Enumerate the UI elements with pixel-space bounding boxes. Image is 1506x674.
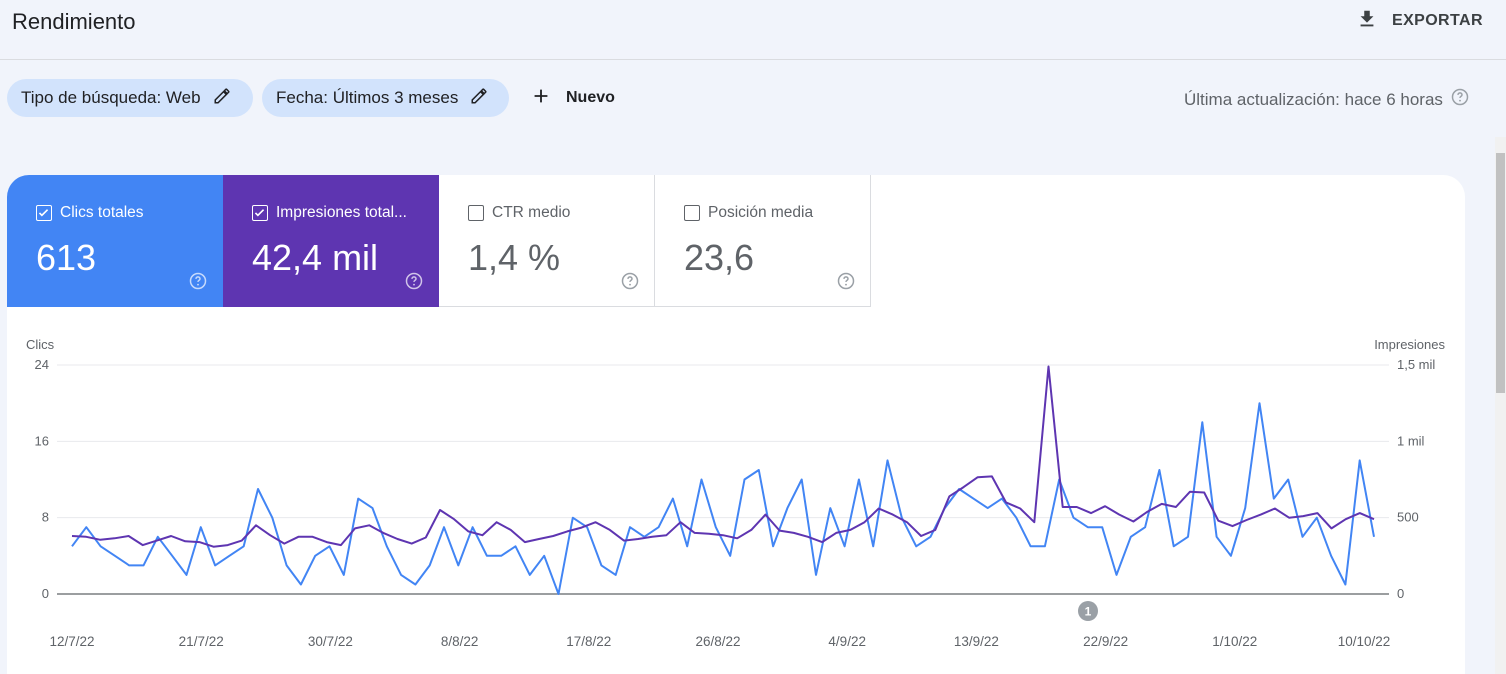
metric-value: 613 <box>36 237 97 278</box>
performance-chart: 24 1,5 mil 16 1 mil 8 500 0 0 Clics Impresiones 12… <box>7 335 1465 674</box>
filter-chip-label: Fecha: Últimos 3 meses <box>276 88 459 107</box>
last-update-text: Última actualización: hace 6 horas <box>1184 89 1443 109</box>
annotation-marker-label: 1 <box>1085 605 1092 619</box>
checkbox-unchecked-icon[interactable] <box>468 205 484 221</box>
filter-bar: Tipo de búsqueda: Web Fecha: Últimos 3 m… <box>0 78 1506 118</box>
export-label: EXPORTAR <box>1392 12 1483 29</box>
metric-label: Posición media <box>708 204 814 221</box>
right-axis-tick-label: 0 <box>1397 586 1404 601</box>
edit-pencil-icon <box>470 87 488 110</box>
metric-value: 1,4 % <box>468 237 561 278</box>
download-icon <box>1356 8 1378 35</box>
left-axis-tick-label: 16 <box>35 433 49 448</box>
checkbox-checked-icon[interactable] <box>252 205 268 221</box>
vertical-scrollbar[interactable] <box>1495 137 1506 674</box>
right-axis-title: Impresiones <box>1374 337 1445 352</box>
metric-total-impressions[interactable]: Impresiones total... 42,4 mil <box>223 175 439 307</box>
export-button[interactable]: EXPORTAR <box>1356 8 1483 34</box>
performance-card: Clics totales 613 Impresiones total... 4… <box>7 175 1465 674</box>
new-filter-label: Nuevo <box>566 89 615 106</box>
metric-label: Impresiones total... <box>276 204 407 221</box>
x-axis-date-label: 17/8/22 <box>566 634 611 649</box>
impressions-series-line <box>71 365 1375 548</box>
x-axis-date-label: 8/8/22 <box>441 634 479 649</box>
help-circle-icon[interactable] <box>1450 87 1470 112</box>
last-update: Última actualización: hace 6 horas <box>1184 87 1470 112</box>
left-axis-title: Clics <box>26 337 55 352</box>
edit-pencil-icon <box>213 87 231 110</box>
x-axis-date-label: 30/7/22 <box>308 634 353 649</box>
scrollbar-thumb[interactable] <box>1496 153 1505 393</box>
annotation-marker[interactable] <box>1078 601 1098 621</box>
page-title: Rendimiento <box>12 9 136 34</box>
checkbox-checked-icon[interactable] <box>36 205 52 221</box>
filter-chip-label: Tipo de búsqueda: Web <box>21 88 201 107</box>
x-axis-date-label: 4/9/22 <box>828 634 866 649</box>
metric-value: 23,6 <box>684 237 755 278</box>
metric-value: 42,4 mil <box>252 237 379 278</box>
right-axis-tick-label: 1,5 mil <box>1397 357 1435 372</box>
left-axis-tick-label: 8 <box>42 510 49 525</box>
metric-average-ctr[interactable]: CTR medio 1,4 % <box>439 175 655 307</box>
metric-average-position[interactable]: Posición media 23,6 <box>655 175 871 307</box>
x-axis-date-label: 21/7/22 <box>179 634 224 649</box>
right-axis-tick-label: 500 <box>1397 510 1419 525</box>
x-axis-date-label: 26/8/22 <box>695 634 740 649</box>
clicks-series-line <box>71 402 1375 595</box>
filter-chip-search-type[interactable]: Tipo de búsqueda: Web <box>7 79 253 117</box>
help-circle-icon[interactable] <box>620 271 640 291</box>
help-circle-icon[interactable] <box>188 271 208 291</box>
x-axis-date-label: 1/10/22 <box>1212 634 1257 649</box>
right-axis-tick-label: 1 mil <box>1397 433 1425 448</box>
metric-total-clicks[interactable]: Clics totales 613 <box>7 175 223 307</box>
x-axis-date-label: 12/7/22 <box>49 634 94 649</box>
x-axis-date-label: 10/10/22 <box>1338 634 1391 649</box>
help-circle-icon[interactable] <box>836 271 856 291</box>
new-filter-button[interactable]: Nuevo <box>530 84 615 112</box>
x-axis-date-label: 13/9/22 <box>954 634 999 649</box>
left-axis-tick-label: 0 <box>42 586 49 601</box>
x-axis-date-label: 22/9/22 <box>1083 634 1128 649</box>
metric-label: Clics totales <box>60 204 144 221</box>
plus-icon <box>530 85 552 112</box>
metric-label: CTR medio <box>492 204 571 221</box>
help-circle-icon[interactable] <box>404 271 424 291</box>
top-bar: Rendimiento EXPORTAR <box>0 0 1506 60</box>
checkbox-unchecked-icon[interactable] <box>684 205 700 221</box>
filter-chip-date[interactable]: Fecha: Últimos 3 meses <box>262 79 509 117</box>
left-axis-tick-label: 24 <box>35 357 49 372</box>
